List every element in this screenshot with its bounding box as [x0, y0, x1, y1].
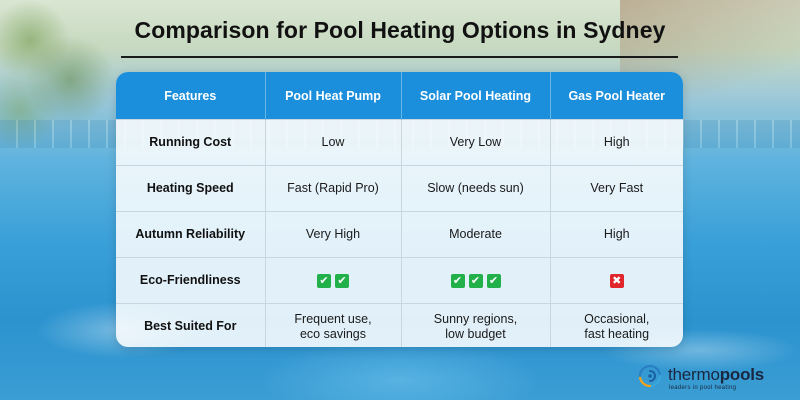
title-underline [121, 56, 678, 58]
page-title: Comparison for Pool Heating Options in S… [134, 17, 666, 43]
comparison-table: Features Pool Heat Pump Solar Pool Heati… [116, 72, 683, 347]
garden-foliage [0, 0, 130, 150]
checkmark-icon: ✔ [486, 273, 501, 288]
cell-solar: Slow (needs sun) [401, 165, 551, 212]
cell-heat-pump: Low [265, 119, 402, 166]
table-row: Heating Speed Fast (Rapid Pro) Slow (nee… [116, 165, 683, 212]
cell-line: fast heating [584, 326, 650, 341]
header-gas: Gas Pool Heater [550, 72, 683, 120]
logo-name-light: thermo [668, 365, 720, 384]
cell-heat-pump-eco: ✔ ✔ [265, 257, 402, 304]
cell-heat-pump: Frequent use, eco savings [265, 303, 402, 347]
cell-gas: High [550, 211, 683, 258]
cell-line: low budget [445, 326, 506, 341]
cell-line: Sunny regions, [433, 311, 518, 326]
feature-eco-friendliness: Eco-Friendliness [116, 257, 266, 304]
cell-gas: Very Fast [550, 165, 683, 212]
comparison-table-container: Features Pool Heat Pump Solar Pool Heati… [116, 72, 683, 347]
cell-solar: Sunny regions, low budget [401, 303, 551, 347]
cell-heat-pump: Fast (Rapid Pro) [265, 165, 402, 212]
cell-solar: Very Low [401, 119, 551, 166]
feature-best-suited: Best Suited For [116, 303, 266, 347]
checkmark-icon: ✔ [317, 273, 331, 288]
header-features: Features [116, 72, 266, 120]
checkmark-icon: ✔ [450, 273, 465, 288]
logo-tagline: leaders in pool heating [669, 385, 737, 391]
cell-gas: High [550, 119, 683, 166]
check-group: ✔ ✔ ✔ [449, 273, 503, 288]
cell-solar: Moderate [401, 211, 551, 258]
cell-line: eco savings [299, 326, 366, 341]
table-row: Autumn Reliability Very High Moderate Hi… [116, 211, 683, 258]
feature-autumn-reliability: Autumn Reliability [116, 211, 266, 258]
header-solar: Solar Pool Heating [401, 72, 551, 120]
logo-name-bold: pools [719, 365, 765, 384]
cross-group: ✖ [608, 273, 626, 288]
cell-gas: Occasional, fast heating [550, 303, 683, 347]
logo-wordmark: thermopools [668, 365, 764, 385]
cell-line: Frequent use, [294, 311, 372, 326]
cell-solar-eco: ✔ ✔ ✔ [401, 257, 551, 304]
sun-spiral-icon [638, 364, 662, 388]
table-header-row: Features Pool Heat Pump Solar Pool Heati… [116, 72, 683, 120]
header-heat-pump: Pool Heat Pump [265, 72, 402, 120]
cross-icon: ✖ [609, 273, 624, 288]
thermopools-logo: thermopools leaders in pool heating [636, 362, 796, 394]
table-row: Running Cost Low Very Low High [116, 119, 683, 166]
cell-heat-pump: Very High [265, 211, 402, 258]
feature-heating-speed: Heating Speed [116, 165, 266, 212]
checkmark-icon: ✔ [335, 273, 349, 288]
table-row: Eco-Friendliness ✔ ✔ ✔ ✔ ✔ ✖ [116, 257, 683, 304]
cell-gas-eco: ✖ [550, 257, 683, 304]
check-group: ✔ ✔ [315, 273, 351, 288]
table-row: Best Suited For Frequent use, eco saving… [116, 303, 683, 347]
checkmark-icon: ✔ [468, 273, 483, 288]
cell-line: Occasional, [584, 311, 650, 326]
feature-running-cost: Running Cost [116, 119, 266, 166]
